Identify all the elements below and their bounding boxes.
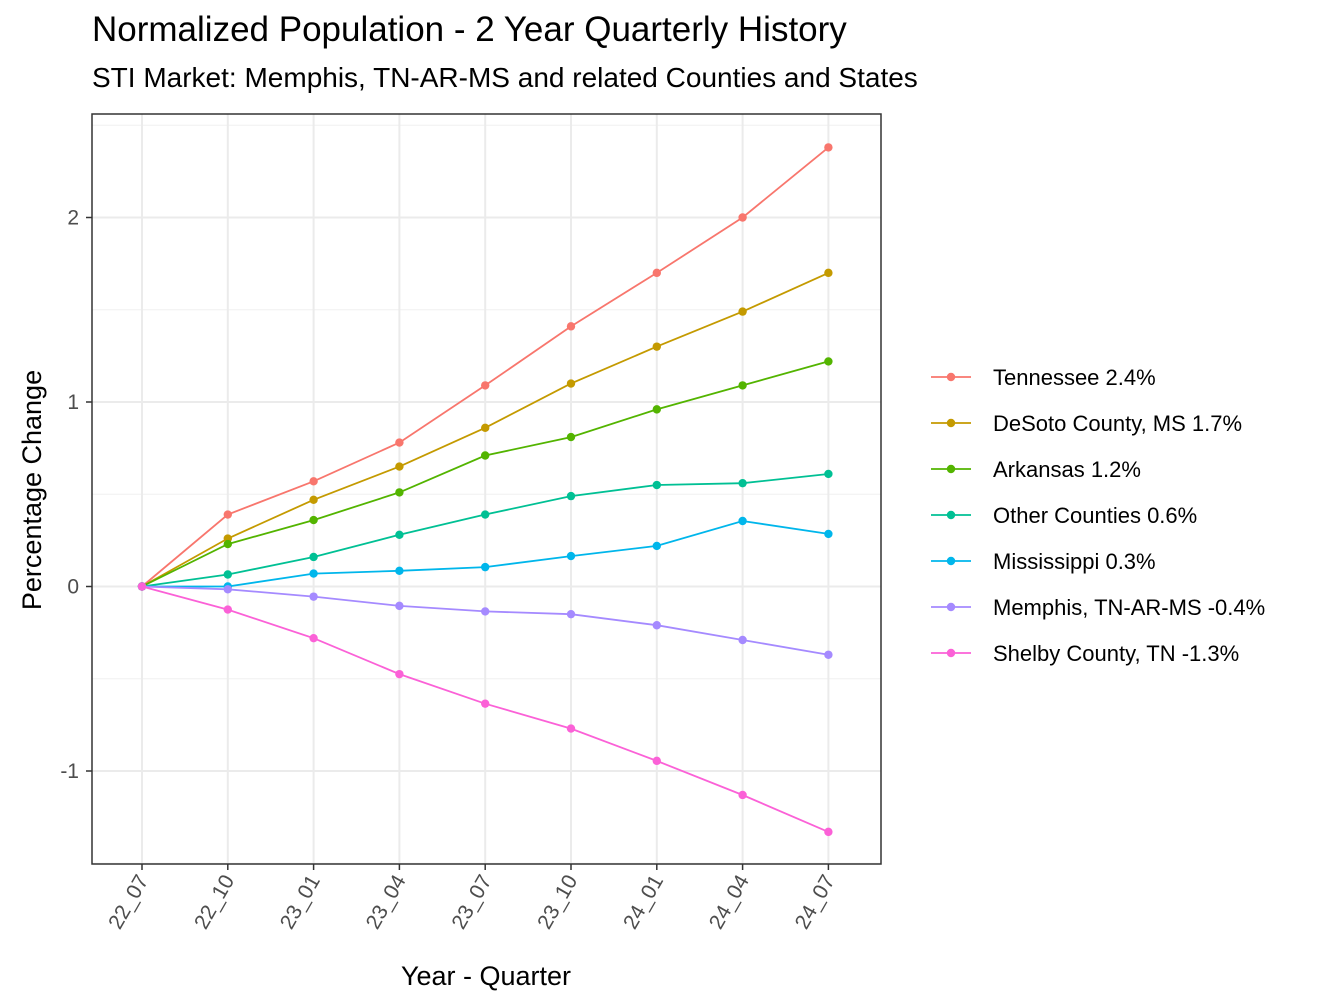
x-tick-label: 23_01: [276, 871, 325, 933]
data-point: [738, 478, 747, 488]
chart-title: Normalized Population - 2 Year Quarterly…: [92, 10, 847, 49]
data-point: [309, 569, 318, 578]
legend-label: Memphis, TN-AR-MS -0.4%: [993, 595, 1265, 620]
x-tick-label: 22_10: [190, 871, 239, 933]
data-point: [223, 510, 232, 519]
data-point: [652, 756, 661, 766]
y-tick-label: 1: [67, 391, 79, 414]
data-point: [395, 438, 404, 447]
y-tick-label: -1: [60, 760, 79, 783]
data-point: [652, 480, 661, 490]
data-point: [652, 541, 661, 551]
gridlines: [92, 114, 881, 864]
data-point: [481, 562, 490, 572]
legend: Tennessee 2.4% DeSoto County, MS 1.7% Arka…: [931, 365, 1265, 666]
plot-panel-border: [91, 113, 882, 865]
y-tick-label: 0: [67, 576, 79, 599]
data-point: [137, 582, 147, 591]
data-point: [481, 510, 490, 519]
data-point: [395, 566, 404, 576]
data-point: [738, 516, 747, 526]
data-point: [738, 635, 747, 645]
data-point: [738, 790, 747, 800]
data-point: [309, 477, 318, 486]
legend-key-point: [946, 464, 956, 474]
data-point: [223, 570, 232, 579]
x-tick-label: 22_07: [104, 871, 153, 933]
data-point: [481, 423, 490, 433]
legend-key-point: [946, 418, 956, 428]
data-point: [738, 381, 747, 390]
data-point: [395, 530, 404, 540]
data-point: [652, 621, 661, 630]
data-point: [309, 633, 318, 643]
data-point: [395, 601, 404, 611]
data-point: [824, 529, 833, 539]
data-point: [481, 451, 490, 460]
data-point: [652, 405, 661, 414]
data-point: [824, 143, 833, 152]
legend-key-point: [946, 602, 956, 612]
data-point: [566, 379, 576, 388]
x-tick-label: 24_04: [705, 871, 754, 933]
data-point: [652, 342, 661, 351]
legend-label: Arkansas 1.2%: [993, 457, 1141, 482]
legend-key-point: [946, 510, 956, 520]
y-axis-title: Percentage Change: [17, 370, 47, 610]
data-point: [309, 552, 318, 562]
data-point: [481, 607, 490, 616]
data-point: [652, 268, 661, 278]
data-point: [566, 724, 576, 733]
data-point: [223, 605, 232, 614]
data-point: [223, 585, 232, 594]
data-point: [309, 515, 318, 525]
data-point: [395, 462, 404, 471]
data-point: [309, 592, 318, 601]
data-point: [309, 495, 318, 504]
data-point: [566, 551, 576, 561]
x-tick-label: 23_04: [362, 871, 411, 933]
data-point: [824, 357, 833, 366]
data-point: [566, 432, 576, 442]
data-point: [481, 381, 490, 390]
x-axis-title: Year - Quarter: [401, 961, 571, 991]
y-tick-label: 2: [67, 207, 79, 230]
data-point: [824, 469, 833, 479]
data-point: [738, 213, 747, 222]
data-point: [824, 268, 833, 278]
legend-label: Tennessee 2.4%: [993, 365, 1156, 390]
legend-label: DeSoto County, MS 1.7%: [993, 411, 1242, 436]
legend-label: Other Counties 0.6%: [993, 503, 1197, 528]
data-point: [824, 650, 833, 659]
series-lines: [137, 143, 833, 837]
data-point: [566, 491, 576, 501]
data-point: [566, 322, 576, 331]
legend-label: Mississippi 0.3%: [993, 549, 1156, 574]
x-tick-label: 24_01: [619, 871, 668, 933]
legend-key-point: [946, 556, 956, 566]
data-point: [223, 539, 232, 549]
chart-subtitle: STI Market: Memphis, TN-AR-MS and relate…: [92, 62, 918, 93]
data-point: [566, 609, 576, 619]
legend-label: Shelby County, TN -1.3%: [993, 641, 1239, 666]
legend-key-point: [946, 372, 956, 382]
data-point: [395, 488, 404, 497]
data-point: [824, 827, 833, 837]
x-tick-label: 23_10: [533, 871, 582, 933]
x-tick-label: 24_07: [791, 871, 840, 933]
x-tick-label: 23_07: [447, 871, 496, 933]
data-point: [395, 669, 404, 679]
data-point: [481, 699, 490, 708]
legend-key-point: [946, 648, 956, 658]
data-point: [738, 307, 747, 316]
